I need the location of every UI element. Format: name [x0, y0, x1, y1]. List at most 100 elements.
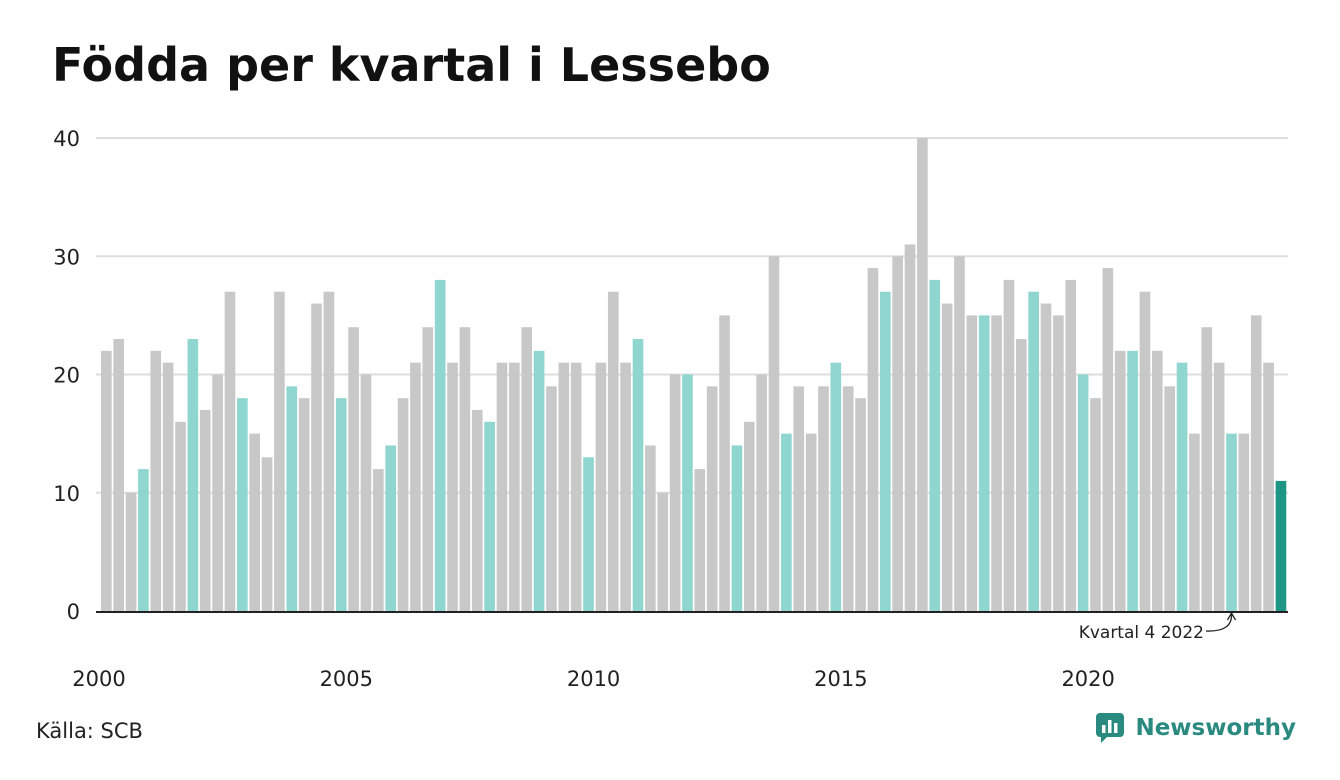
x-tick-label: 2020: [1061, 667, 1114, 691]
bar: [385, 445, 397, 611]
bar: [546, 386, 557, 611]
bar: [1040, 303, 1052, 611]
bar: [434, 279, 446, 611]
bar: [113, 339, 124, 611]
bar: [1250, 315, 1262, 612]
bar: [756, 374, 767, 611]
bar: [978, 315, 990, 612]
bar: [101, 350, 112, 611]
bar: [373, 469, 384, 611]
bar: [682, 374, 693, 611]
y-tick-label: 0: [67, 600, 80, 624]
bar: [360, 374, 372, 611]
bar: [150, 350, 162, 611]
bar: [348, 327, 359, 611]
annotation-arrow: [1205, 613, 1233, 632]
bar: [954, 256, 965, 611]
bar: [311, 303, 322, 611]
bar: [335, 398, 347, 611]
bar: [657, 492, 669, 611]
x-tick-label: 2015: [814, 667, 867, 691]
bars: [96, 138, 1288, 613]
bar: [224, 291, 236, 611]
bar: [570, 362, 582, 611]
bar: [632, 339, 644, 611]
bar: [533, 350, 545, 611]
x-tick-label: 2000: [72, 667, 125, 691]
bar: [509, 362, 520, 611]
y-tick-label: 20: [53, 364, 80, 388]
bar: [1139, 291, 1151, 611]
annotation: Kvartal 4 2022: [1079, 611, 1237, 643]
bar: [818, 386, 829, 611]
bar: [904, 244, 916, 611]
bar: [1114, 350, 1126, 611]
bar: [583, 457, 594, 611]
bar: [237, 398, 248, 611]
annotation-label: Kvartal 4 2022: [1079, 623, 1204, 643]
bar: [1102, 268, 1114, 611]
bar: [162, 362, 174, 611]
bar: [212, 374, 223, 611]
y-tick-label: 30: [53, 245, 80, 269]
bar: [410, 362, 421, 611]
bar: [669, 374, 681, 611]
x-tick-label: 2005: [320, 667, 373, 691]
bar: [249, 433, 261, 612]
bar: [1053, 315, 1064, 612]
bar: [1090, 398, 1101, 611]
bar: [323, 291, 335, 611]
bar: [879, 291, 891, 611]
bar: [1015, 339, 1027, 611]
x-axis-ticks: 2000 2005 2010 2015 2020: [72, 667, 1115, 691]
y-tick-label: 40: [53, 127, 80, 151]
newsworthy-logo-icon: [1096, 713, 1125, 743]
chart-title: Födda per kvartal i Lessebo: [52, 38, 771, 92]
bar: [867, 268, 879, 611]
bar: [645, 445, 656, 611]
bar: [1275, 480, 1287, 611]
bar: [595, 362, 607, 611]
bar: [261, 457, 273, 611]
bar: [991, 315, 1002, 612]
brand: Newsworthy: [1095, 712, 1296, 744]
bar: [855, 398, 866, 611]
bar: [1127, 350, 1138, 611]
bar: [1164, 386, 1175, 611]
bar: [1077, 374, 1089, 611]
bar: [694, 469, 706, 611]
bar: [1028, 291, 1039, 611]
bar: [1003, 279, 1015, 611]
bar: [1226, 433, 1237, 612]
bar: [805, 433, 817, 612]
bar: [842, 386, 854, 611]
bar: [892, 256, 903, 611]
bar: [484, 421, 495, 611]
bar: [175, 421, 186, 611]
bar: [793, 386, 805, 611]
bar: [187, 339, 199, 611]
bar: [781, 433, 792, 612]
bar: [731, 445, 743, 611]
bar: [1189, 433, 1200, 612]
bar: [743, 421, 755, 611]
bar: [706, 386, 718, 611]
bar: [1201, 327, 1213, 611]
bar: [558, 362, 570, 611]
source-note: Källa: SCB: [36, 719, 143, 743]
bar: [607, 291, 619, 611]
bar: [459, 327, 471, 611]
bar: [471, 409, 483, 611]
bar: [941, 303, 953, 611]
bar: [199, 409, 211, 611]
bar: [125, 492, 137, 611]
bar: [719, 315, 730, 612]
bar: [1176, 362, 1188, 611]
bar: [298, 398, 310, 611]
bar: [929, 279, 941, 611]
bar: [1263, 362, 1274, 611]
bar: [397, 398, 409, 611]
bar: [496, 362, 508, 611]
bar: [830, 362, 842, 611]
y-axis-ticks: 0 10 20 30 40: [53, 127, 80, 624]
